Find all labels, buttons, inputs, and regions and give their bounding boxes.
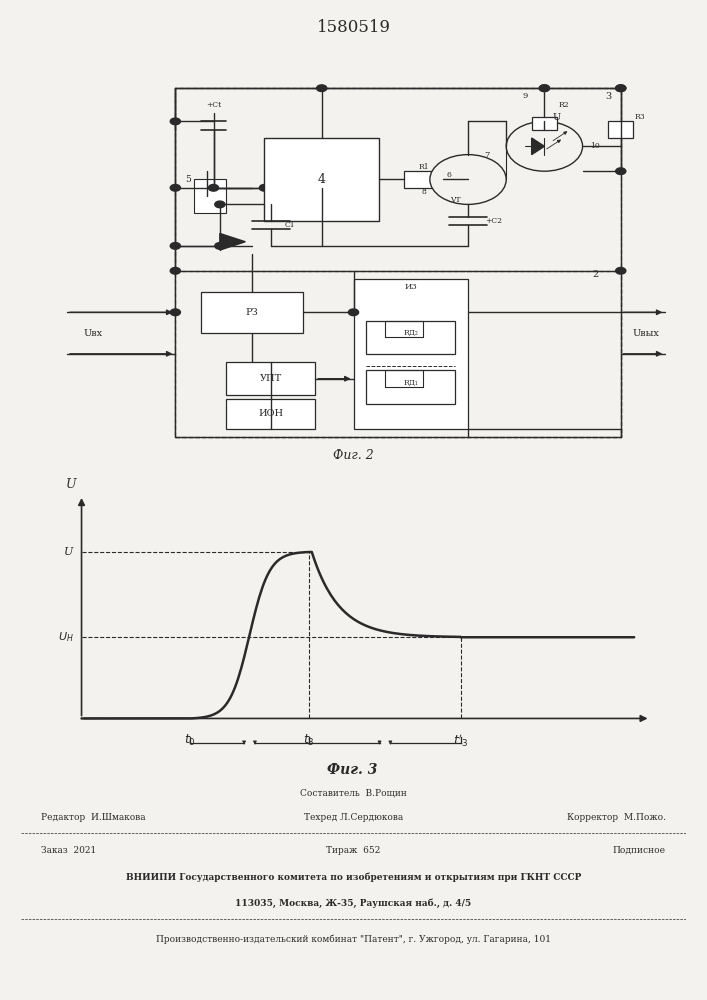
Circle shape [259,184,269,191]
Circle shape [616,267,626,274]
Text: 6: 6 [447,171,451,179]
Text: VT: VT [450,196,461,204]
Bar [264,138,379,221]
Circle shape [170,184,180,191]
Circle shape [209,184,218,191]
Text: УПТ: УПТ [259,374,282,383]
Text: 3: 3 [605,92,611,101]
Text: 10: 10 [590,142,600,150]
Text: R2: R2 [558,101,569,109]
Text: 2: 2 [592,270,598,279]
Text: $t_3$: $t_3$ [303,733,315,748]
Circle shape [215,201,225,208]
Text: 113035, Москва, Ж-35, Раушская наб., д. 4/5: 113035, Москва, Ж-35, Раушская наб., д. … [235,899,472,908]
Circle shape [170,243,180,249]
Bar [175,88,621,437]
Bar [175,271,621,437]
Circle shape [317,85,327,92]
Circle shape [616,85,626,92]
Text: R1: R1 [418,163,429,171]
Text: RД₂: RД₂ [403,329,419,337]
Text: 5: 5 [185,175,191,184]
Bar [201,292,303,333]
Text: РЗ: РЗ [245,308,258,317]
Bar [194,179,226,213]
Text: Составитель  В.Рощин: Составитель В.Рощин [300,789,407,798]
Text: 7: 7 [484,151,490,159]
Polygon shape [532,138,544,155]
Text: +Ct: +Ct [206,101,221,109]
Bar [354,279,468,428]
Circle shape [170,309,180,316]
Text: Техред Л.Сердюкова: Техред Л.Сердюкова [304,813,403,822]
Text: RД₁: RД₁ [403,379,419,387]
Text: U: U [553,113,561,122]
Text: Корректор  М.Пожо.: Корректор М.Пожо. [567,813,666,822]
Bar [226,362,315,395]
Text: $t'_3$: $t'_3$ [453,733,469,749]
Text: ▽VD: ▽VD [224,238,241,246]
Text: Редактор  И.Шмакова: Редактор И.Шмакова [41,813,146,822]
Text: 8: 8 [421,188,426,196]
Text: 4: 4 [317,173,326,186]
Text: ИОН: ИОН [258,409,284,418]
Text: И3: И3 [404,283,417,291]
Text: 1580519: 1580519 [317,19,390,36]
Circle shape [616,85,626,92]
Text: Фиг. 3: Фиг. 3 [327,763,378,777]
Bar [404,171,443,188]
Circle shape [349,309,358,316]
Circle shape [170,118,180,125]
Text: $U_H$: $U_H$ [58,630,74,644]
Text: Uвых: Uвых [633,329,660,338]
Circle shape [616,168,626,175]
Text: $t_0$: $t_0$ [184,733,196,748]
Circle shape [215,243,225,249]
Bar [366,370,455,404]
Text: ВНИИПИ Государственного комитета по изобретениям и открытиям при ГКНТ СССР: ВНИИПИ Государственного комитета по изоб… [126,872,581,882]
Bar [366,321,455,354]
Text: Заказ  2021: Заказ 2021 [41,846,96,855]
Text: Подписное: Подписное [613,846,666,855]
Bar [226,399,315,428]
Text: 9: 9 [522,92,528,100]
Bar [532,117,557,130]
Text: R3: R3 [634,113,645,121]
Text: Производственно-издательский комбинат "Патент", г. Ужгород, ул. Гагарина, 101: Производственно-издательский комбинат "П… [156,934,551,944]
Text: U: U [64,547,74,557]
Circle shape [506,121,583,171]
Bar [608,121,633,138]
Circle shape [539,85,549,92]
Polygon shape [220,233,245,250]
Text: Тираж  652: Тираж 652 [327,846,380,855]
Text: Uвх: Uвх [83,329,103,338]
Text: C1: C1 [284,221,296,229]
Circle shape [539,85,549,92]
Circle shape [430,155,506,204]
Circle shape [170,267,180,274]
Text: Фиг. 2: Фиг. 2 [333,449,374,462]
Text: +C2: +C2 [485,217,502,225]
Text: U: U [66,478,76,491]
